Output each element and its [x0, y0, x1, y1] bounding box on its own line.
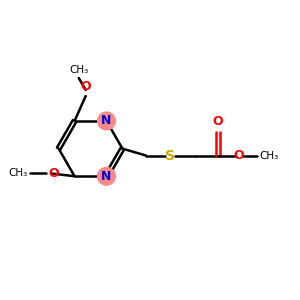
- Text: O: O: [213, 115, 224, 128]
- Text: O: O: [48, 167, 58, 180]
- Text: N: N: [101, 170, 112, 183]
- Text: CH₃: CH₃: [259, 151, 278, 160]
- Text: S: S: [165, 148, 175, 163]
- Text: CH₃: CH₃: [69, 65, 88, 75]
- Circle shape: [98, 112, 116, 130]
- Text: N: N: [101, 115, 112, 128]
- Text: O: O: [80, 80, 91, 93]
- Circle shape: [98, 167, 116, 185]
- Text: O: O: [234, 149, 244, 162]
- Text: CH₃: CH₃: [8, 169, 27, 178]
